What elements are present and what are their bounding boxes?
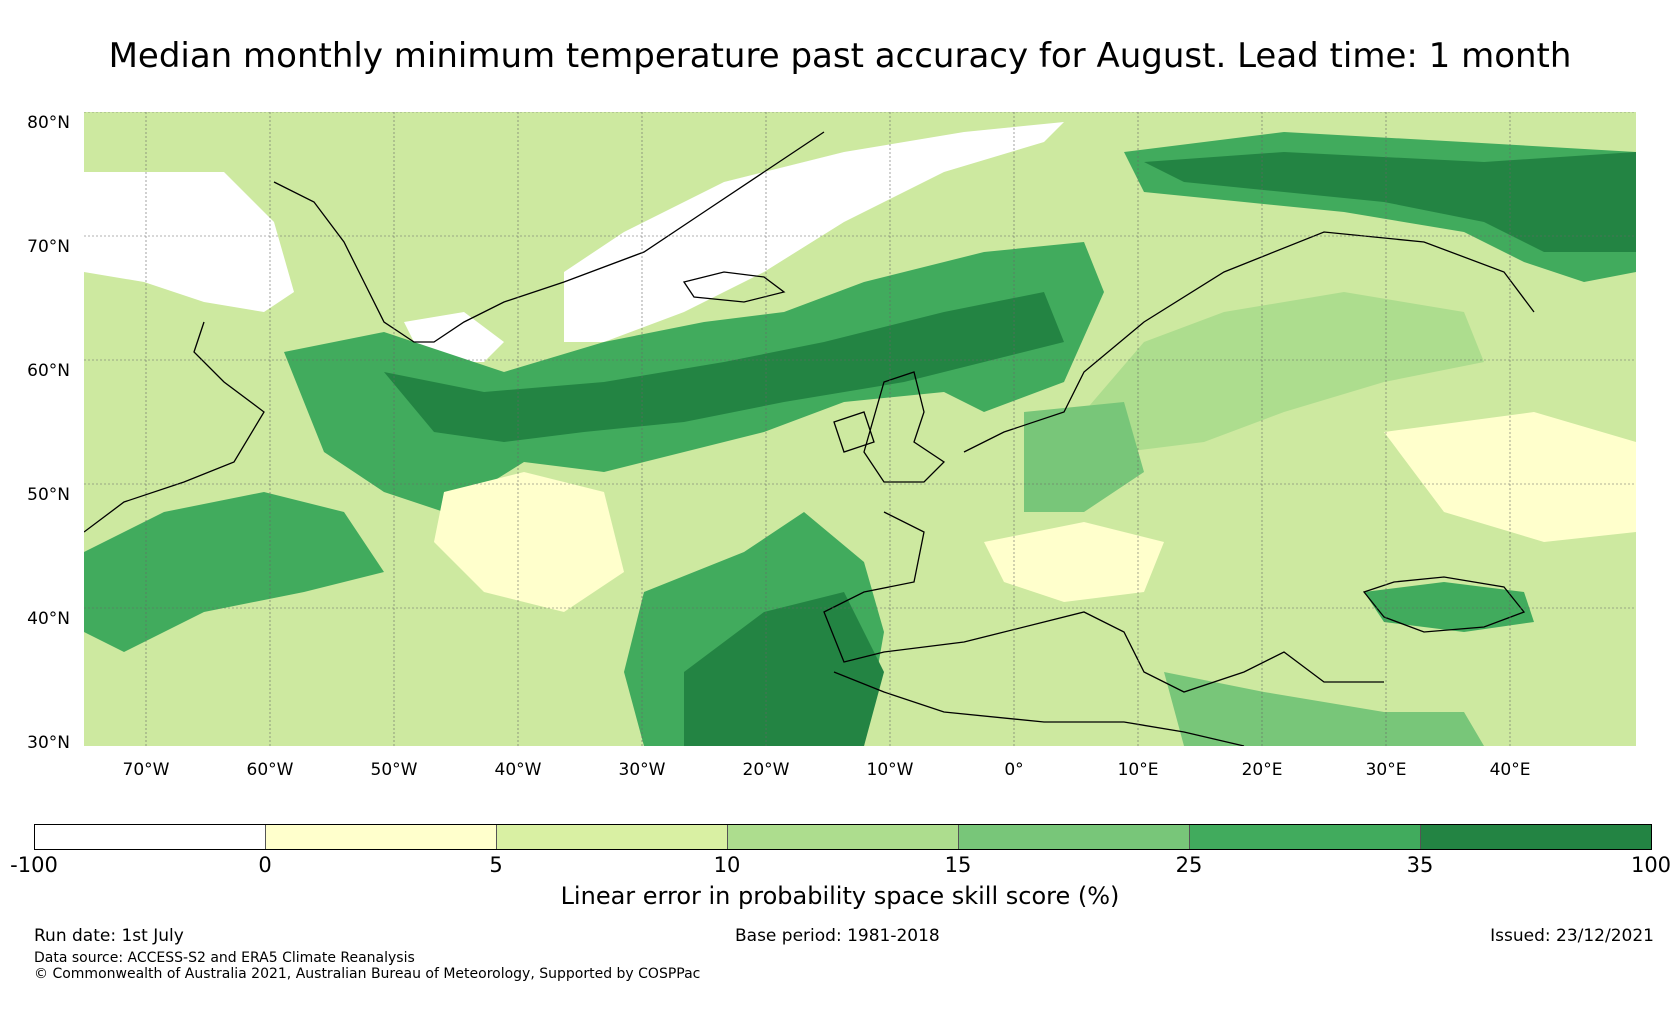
- greenland-coast: [273, 131, 825, 343]
- southern-europe-coast: [823, 511, 1384, 693]
- issued-date: Issued: 23/12/2021: [1490, 926, 1654, 946]
- colorbar-segment-6: [1190, 825, 1421, 849]
- run-date: Run date: 1st July: [34, 926, 184, 946]
- colorbar-tick-100: 100: [1630, 853, 1672, 877]
- great-britain-coast: [863, 371, 946, 483]
- copyright-notice: © Commonwealth of Australia 2021, Austra…: [34, 966, 701, 982]
- lon-label-40w: 40°W: [494, 760, 542, 780]
- scandinavia-region: [1084, 292, 1484, 452]
- graticule: [84, 112, 1636, 746]
- lon-label-60w: 60°W: [246, 760, 294, 780]
- colorbar-segment-3: [497, 825, 728, 849]
- colorbar-segment-7: [1421, 825, 1651, 849]
- colorbar-tick-5: 5: [489, 853, 503, 877]
- iceland-coast: [682, 271, 786, 303]
- colorbar-segment-2: [266, 825, 497, 849]
- base-period: Base period: 1981-2018: [735, 926, 940, 946]
- north-america-coast: [84, 321, 265, 533]
- colorbar-segment-1: [35, 825, 266, 849]
- lon-label-10e: 10°E: [1117, 760, 1159, 780]
- colorbar-tick-25: 25: [1175, 853, 1203, 877]
- black-sea-coast: [1362, 576, 1526, 633]
- low-skill-region-france: [984, 522, 1164, 602]
- lon-label-40e: 40°E: [1489, 760, 1531, 780]
- data-source: Data source: ACCESS-S2 and ERA5 Climate …: [34, 950, 415, 966]
- lat-label-60n: 60°N: [27, 361, 70, 381]
- colorbar-tick-35: 35: [1406, 853, 1434, 877]
- colorbar-label: Linear error in probability space skill …: [560, 882, 1120, 910]
- north-africa-coast: [833, 671, 1245, 746]
- lon-label-30w: 30°W: [618, 760, 666, 780]
- lat-label-50n: 50°N: [27, 485, 70, 505]
- very-high-skill-region-barents: [1144, 152, 1636, 252]
- ireland-coast: [833, 411, 875, 453]
- low-skill-region-baffin: [84, 172, 294, 312]
- lon-label-20e: 20°E: [1241, 760, 1283, 780]
- lat-label-40n: 40°N: [27, 609, 70, 629]
- colorbar-tick--100: -100: [10, 853, 58, 877]
- colorbar-tick-10: 10: [713, 853, 741, 877]
- colorbar-segment-5: [959, 825, 1190, 849]
- lon-label-30e: 30°E: [1365, 760, 1407, 780]
- lat-label-80n: 80°N: [27, 113, 70, 133]
- north-sea-region: [1024, 402, 1144, 512]
- colorbar-tick-15: 15: [944, 853, 972, 877]
- high-skill-region-us-east: [84, 492, 384, 652]
- colorbar-segment-4: [728, 825, 959, 849]
- lon-label-10w: 10°W: [866, 760, 914, 780]
- colorbar: [34, 824, 1652, 850]
- lon-label-0: 0°: [1004, 760, 1024, 780]
- low-skill-region-greenland-sea: [564, 122, 1064, 342]
- lon-label-20w: 20°W: [742, 760, 790, 780]
- skill-score-map: [84, 112, 1636, 746]
- coastlines: [84, 131, 1535, 746]
- lon-label-50w: 50°W: [370, 760, 418, 780]
- very-high-skill-region-subtropical: [684, 592, 884, 746]
- scandinavia-coast: [963, 231, 1535, 453]
- low-skill-region-mid-atlantic: [434, 472, 624, 612]
- lat-label-70n: 70°N: [27, 237, 70, 257]
- black-sea-region: [1364, 582, 1534, 632]
- map-canvas: [84, 112, 1636, 746]
- mediterranean-region: [1164, 672, 1484, 746]
- lon-label-70w: 70°W: [122, 760, 170, 780]
- colorbar-tick-0: 0: [258, 853, 272, 877]
- map-title: Median monthly minimum temperature past …: [108, 36, 1572, 76]
- lat-label-30n: 30°N: [27, 733, 70, 753]
- very-high-skill-region-north-atlantic: [384, 292, 1064, 442]
